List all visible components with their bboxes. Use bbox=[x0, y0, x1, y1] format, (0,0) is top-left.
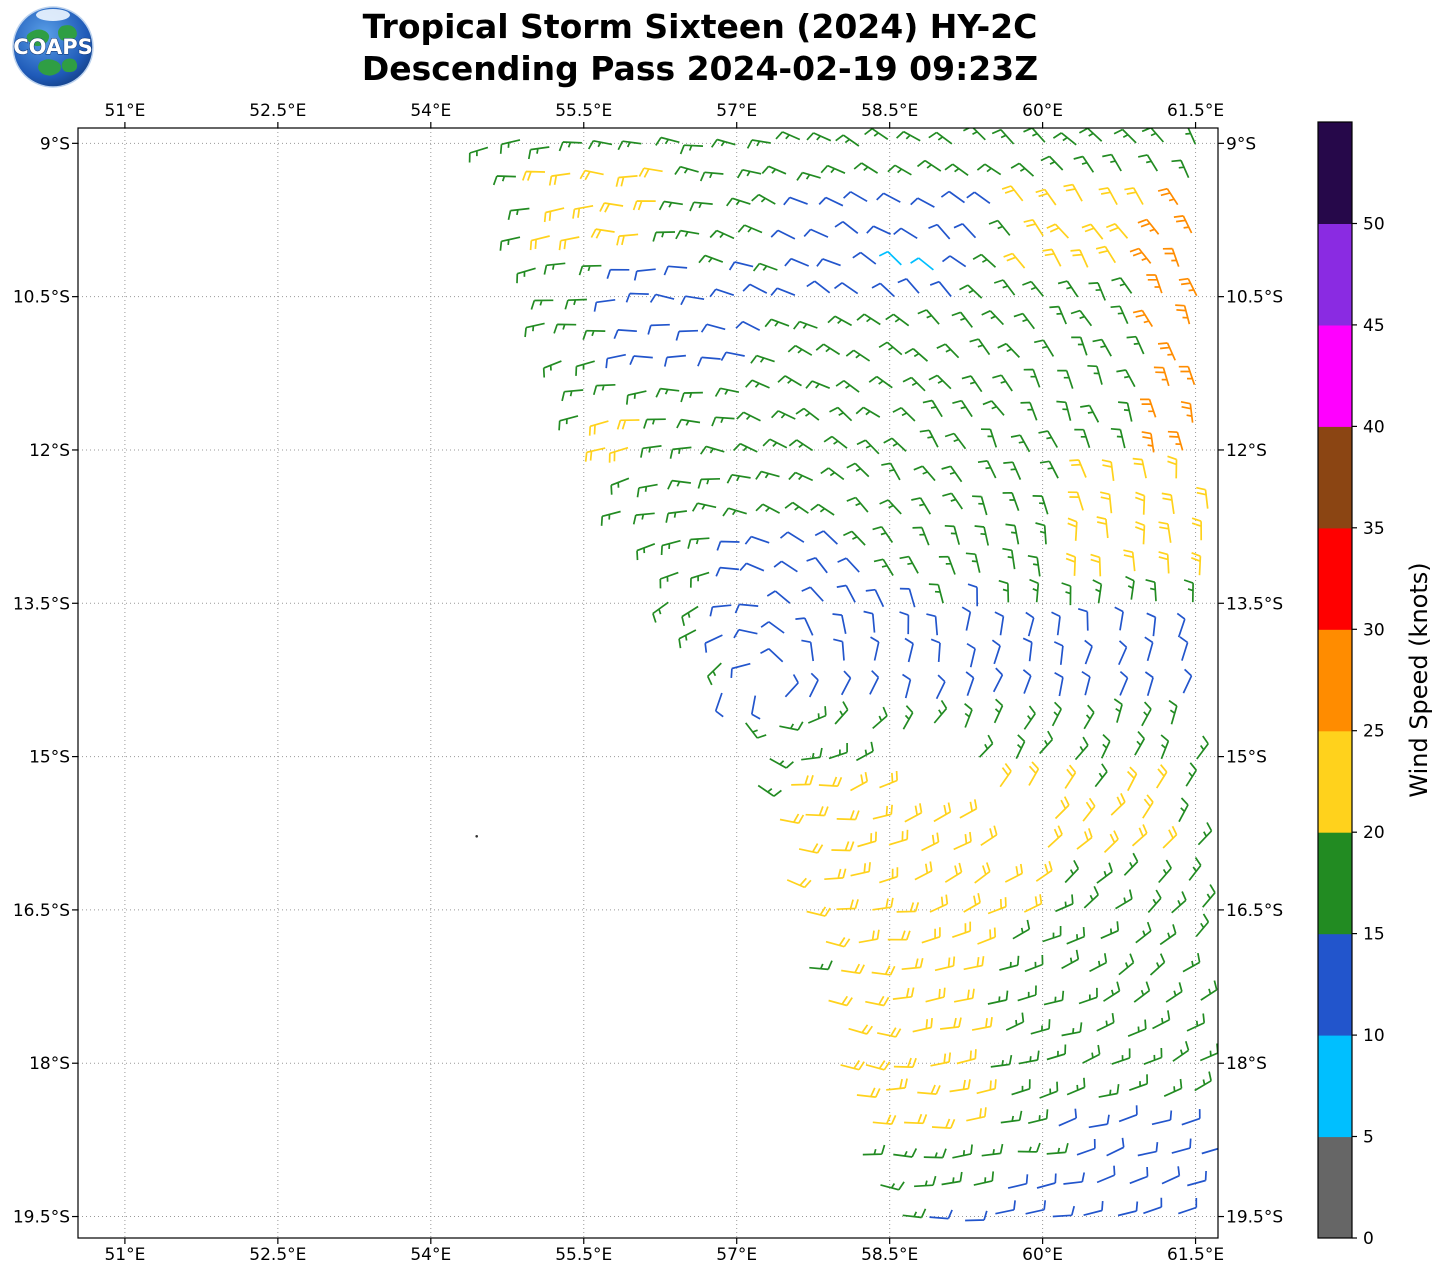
colorbar bbox=[1317, 121, 1353, 1239]
y-tick-label: 13.5°S bbox=[13, 594, 70, 614]
colorbar-tick-label: 15 bbox=[1363, 925, 1385, 945]
y-tick-label: 19.5°S bbox=[13, 1208, 70, 1228]
y-tick-label: 9°S bbox=[40, 134, 70, 154]
y-tick-label: 16.5°S bbox=[1226, 901, 1283, 921]
landmass bbox=[38, 59, 61, 76]
colorbar-tick-label: 45 bbox=[1363, 316, 1385, 336]
x-tick-label: 61.5°E bbox=[1167, 1245, 1224, 1264]
landmass bbox=[58, 25, 77, 41]
y-axis-labels-left: 9°S 10.5°S 12°S 13.5°S 15°S 16.5°S 18°S 19.5°S bbox=[13, 134, 70, 1227]
x-axis-labels-top: 51°E 52.5°E 54°E 55.5°E 57°E 58.5°E 60°E 61.5°E bbox=[104, 101, 1224, 121]
chart-title: Tropical Storm Sixteen (2024) HY-2C Desc… bbox=[0, 6, 1400, 90]
x-tick-label: 54°E bbox=[410, 1245, 451, 1264]
x-tick-label: 58.5°E bbox=[861, 1245, 918, 1264]
y-tick-label: 19.5°S bbox=[1226, 1208, 1283, 1228]
wind-barbs bbox=[468, 128, 1218, 1222]
colorbar-tick-label: 25 bbox=[1363, 722, 1385, 742]
x-tick-label: 60°E bbox=[1022, 101, 1063, 121]
title-line-1: Tropical Storm Sixteen (2024) HY-2C bbox=[362, 7, 1038, 46]
coaps-logo-text: COAPS bbox=[13, 35, 92, 59]
y-tick-label: 15°S bbox=[29, 748, 70, 768]
y-axis-labels-right: 9°S 10.5°S 12°S 13.5°S 15°S 16.5°S 18°S 19.5°S bbox=[1226, 134, 1283, 1227]
y-tick-label: 16.5°S bbox=[13, 901, 70, 921]
landmass bbox=[61, 58, 78, 73]
x-tick-label: 55.5°E bbox=[555, 1245, 612, 1264]
colorbar-tick-label: 20 bbox=[1363, 823, 1385, 843]
coaps-logo-globe: COAPS bbox=[12, 6, 94, 88]
coaps-logo: COAPS bbox=[10, 4, 96, 90]
y-tick-label: 12°S bbox=[1226, 441, 1267, 461]
colorbar-tick-label: 5 bbox=[1363, 1128, 1374, 1148]
x-tick-label: 57°E bbox=[716, 1245, 757, 1264]
title-line-2: Descending Pass 2024-02-19 09:23Z bbox=[361, 49, 1039, 89]
y-tick-label: 12°S bbox=[29, 441, 70, 461]
y-tick-label: 18°S bbox=[29, 1054, 70, 1074]
x-tick-label: 51°E bbox=[104, 101, 145, 121]
colorbar-tick-labels: 0 5 10 15 20 25 30 35 40 45 50 bbox=[1352, 215, 1385, 1249]
x-tick-label: 58.5°E bbox=[861, 101, 918, 121]
y-tick-label: 10.5°S bbox=[1226, 288, 1283, 308]
plot-border bbox=[77, 127, 1219, 1239]
x-tick-label: 55.5°E bbox=[555, 101, 612, 121]
x-tick-label: 54°E bbox=[410, 101, 451, 121]
x-tick-label: 52.5°E bbox=[249, 1245, 306, 1264]
colorbar-tick-label: 50 bbox=[1363, 215, 1385, 235]
x-tick-label: 51°E bbox=[104, 1245, 145, 1264]
gridlines bbox=[78, 128, 1218, 1238]
x-tick-label: 60°E bbox=[1022, 1245, 1063, 1264]
y-tick-label: 9°S bbox=[1226, 134, 1256, 154]
colorbar-tick-label: 10 bbox=[1363, 1026, 1385, 1046]
y-tick-label: 15°S bbox=[1226, 748, 1267, 768]
y-tick-label: 13.5°S bbox=[1226, 594, 1283, 614]
x-tick-label: 61.5°E bbox=[1167, 101, 1224, 121]
colorbar-tick-label: 35 bbox=[1363, 519, 1385, 539]
x-tick-label: 52.5°E bbox=[249, 101, 306, 121]
colorbar-tick-label: 30 bbox=[1363, 620, 1385, 640]
x-tick-label: 57°E bbox=[716, 101, 757, 121]
x-axis-labels-bottom: 51°E 52.5°E 54°E 55.5°E 57°E 58.5°E 60°E 61.5°E bbox=[104, 1245, 1224, 1264]
landmass bbox=[26, 29, 50, 47]
colorbar-tick-label: 0 bbox=[1363, 1229, 1374, 1249]
polar-cap bbox=[36, 9, 70, 21]
colorbar-label: Wind Speed (knots) bbox=[1405, 562, 1433, 798]
colorbar-tick-label: 40 bbox=[1363, 417, 1385, 437]
y-tick-label: 10.5°S bbox=[13, 288, 70, 308]
y-tick-label: 18°S bbox=[1226, 1054, 1267, 1074]
axis-ticks bbox=[72, 122, 1224, 1244]
artifact-dot bbox=[475, 835, 479, 838]
